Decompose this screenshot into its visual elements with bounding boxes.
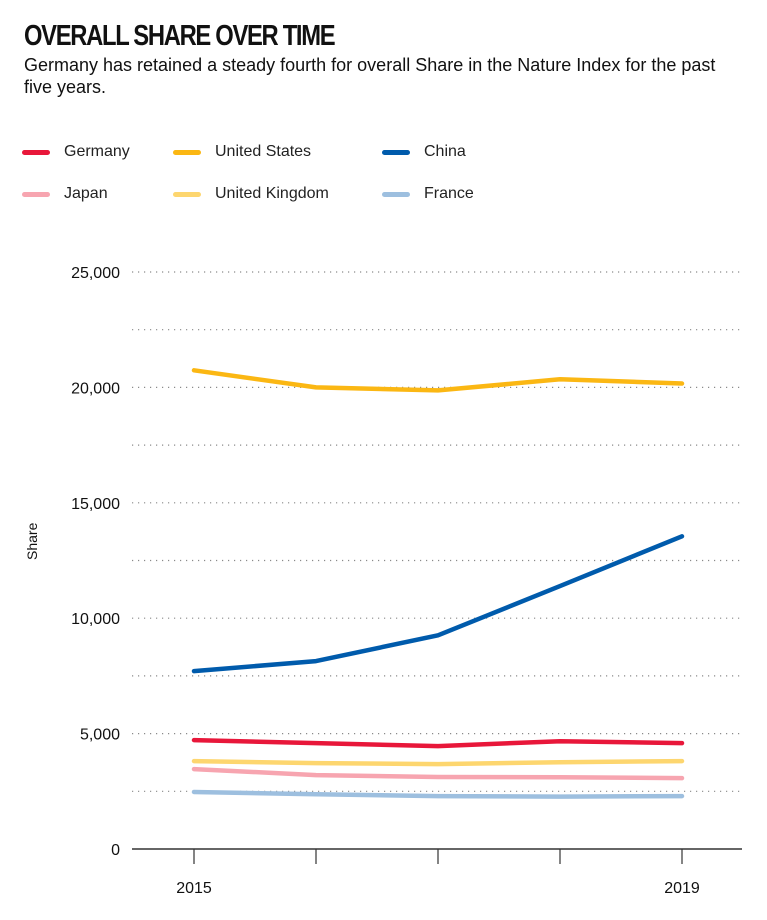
legend-label-united-states: United States xyxy=(215,143,312,160)
y-tick-label: 20,000 xyxy=(71,380,120,397)
legend-label-china: China xyxy=(424,143,466,160)
legend-swatch-china xyxy=(382,149,410,155)
series-line-united-kingdom xyxy=(191,758,685,767)
legend-label-germany: Germany xyxy=(64,143,130,160)
series-line-japan xyxy=(191,766,685,781)
legend-label-japan: Japan xyxy=(64,185,108,202)
chart-title: OVERALL SHARE OVER TIME xyxy=(24,20,336,52)
y-tick-label: 10,000 xyxy=(71,611,120,628)
legend-item-japan: Japan xyxy=(22,185,108,203)
y-tick-label: 0 xyxy=(111,842,120,859)
y-tick-label: 25,000 xyxy=(71,265,120,282)
y-tick-label: 5,000 xyxy=(80,727,120,744)
legend: Germany United States China Japan United… xyxy=(22,143,542,213)
legend-item-united-kingdom: United Kingdom xyxy=(173,185,329,203)
legend-swatch-japan xyxy=(22,191,50,197)
legend-swatch-france xyxy=(382,191,410,197)
legend-swatch-united-states xyxy=(173,149,201,155)
chart-subtitle: Germany has retained a steady fourth for… xyxy=(24,55,716,97)
legend-item-france: France xyxy=(382,185,474,203)
legend-item-united-states: United States xyxy=(173,143,311,161)
series-line-china xyxy=(191,534,685,674)
series-line-france xyxy=(191,789,685,799)
legend-item-china: China xyxy=(382,143,466,161)
series-line-germany xyxy=(191,737,685,749)
legend-item-germany: Germany xyxy=(22,143,130,161)
legend-swatch-germany xyxy=(22,149,50,155)
legend-swatch-united-kingdom xyxy=(173,191,201,197)
legend-label-united-kingdom: United Kingdom xyxy=(215,185,329,202)
legend-label-france: France xyxy=(424,185,474,202)
x-tick-label: 2015 xyxy=(176,880,212,897)
series-line-united-states xyxy=(191,368,685,393)
y-tick-label: 15,000 xyxy=(71,496,120,513)
x-tick-label: 2019 xyxy=(664,880,700,897)
